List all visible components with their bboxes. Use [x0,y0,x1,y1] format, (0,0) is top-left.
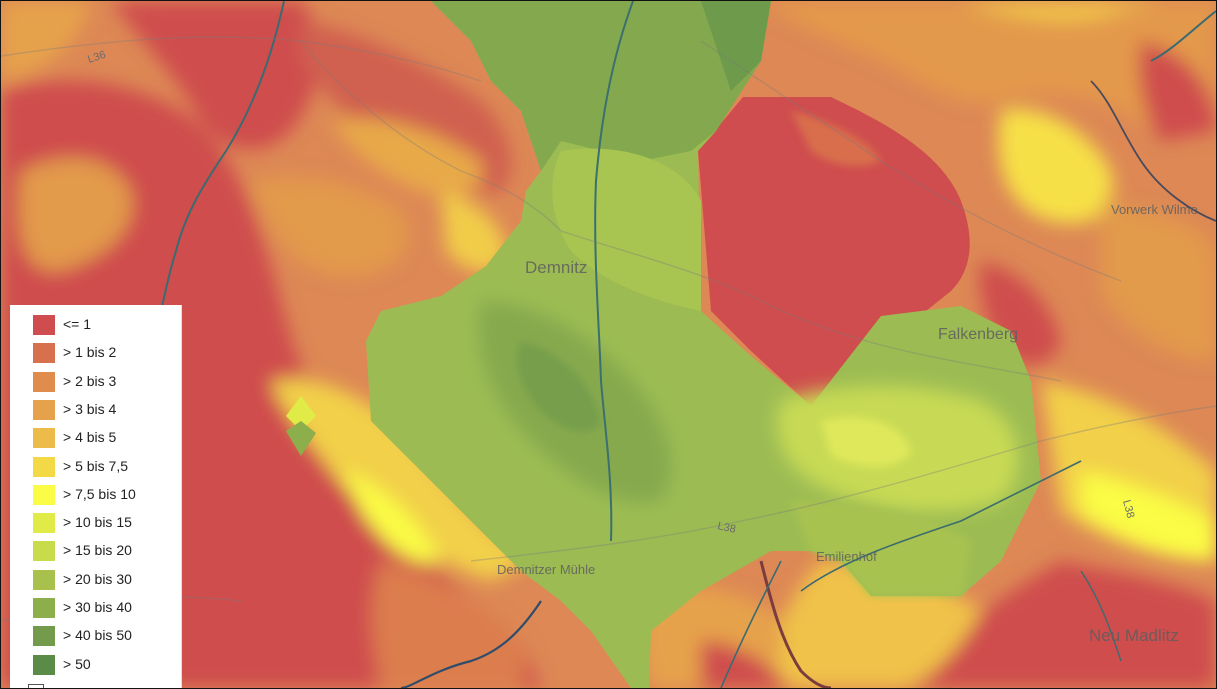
legend-swatch [33,343,55,364]
legend-panel: <= 1 > 1 bis 2 > 2 bis 3 > 3 bis 4 > 4 bis 5… [10,305,182,688]
legend-swatch [33,371,55,392]
legend-item: > 15 bis 20 [10,537,181,565]
place-label-demnitz: Demnitz [525,258,587,277]
legend-swatch [33,513,55,534]
road-label-l38-east: L38 [1120,499,1136,520]
streets [1,36,1216,622]
legend-item: > 20 bis 30 [10,566,181,594]
legend-label: > 7,5 bis 10 [63,485,136,502]
legend-label: > 10 bis 15 [63,514,132,531]
legend-label: > 3 bis 4 [63,400,117,417]
place-label-emilienhof: Emilienhof [816,549,877,564]
legend-swatch [33,598,55,618]
legend-item: > 10 bis 15 [10,509,181,537]
legend-item: > 30 bis 40 [10,594,181,622]
legend-swatch [33,456,55,477]
legend-label: > 4 bis 5 [63,429,117,446]
place-label-vorwerk-wilme: Vorwerk Wilme [1111,202,1198,217]
legend-swatch [33,315,55,335]
legend-swatch [33,484,55,505]
legend-label: > 1 bis 2 [63,344,117,361]
legend-item: > 50 [10,651,181,679]
legend-swatch [33,399,55,420]
legend-label: > 40 bis 50 [63,627,132,644]
legend-label: > 20 bis 30 [63,570,132,587]
legend-item: > 4 bis 5 [10,424,181,452]
legend-label: > 2 bis 3 [63,372,117,389]
road-label-l38: L38 [716,520,736,536]
rivers [150,1,1216,688]
legend-item: > 5 bis 7,5 [10,453,181,481]
legend-swatch [33,541,55,562]
legend-label: > 15 bis 20 [63,542,132,559]
legend-label: <= 1 [63,316,92,332]
place-label-demnitzer-muehle: Demnitzer Mühle [497,562,595,577]
place-label-neu-madlitz: Neu Madlitz [1089,626,1179,645]
legend-label: > 5 bis 7,5 [63,457,128,474]
legend-item: > 3 bis 4 [10,396,181,424]
high-value-zones [286,1,1041,688]
legend-swatch [33,654,55,675]
legend-item: > 2 bis 3 [10,368,181,396]
road-label-l36: L36 [86,49,107,66]
legend-swatch [33,626,55,647]
legend-item: <= 1 [10,311,181,339]
legend-swatch [33,569,55,590]
legend-swatch [33,428,55,449]
legend-label: > 50 [63,655,91,672]
legend-item: > 40 bis 50 [10,622,181,650]
legend-scroll-handle[interactable] [28,684,44,688]
legend-label: > 30 bis 40 [63,599,132,615]
place-label-falkenberg: Falkenberg [938,326,1018,343]
legend-item: > 1 bis 2 [10,339,181,367]
legend-item: > 7,5 bis 10 [10,481,181,509]
